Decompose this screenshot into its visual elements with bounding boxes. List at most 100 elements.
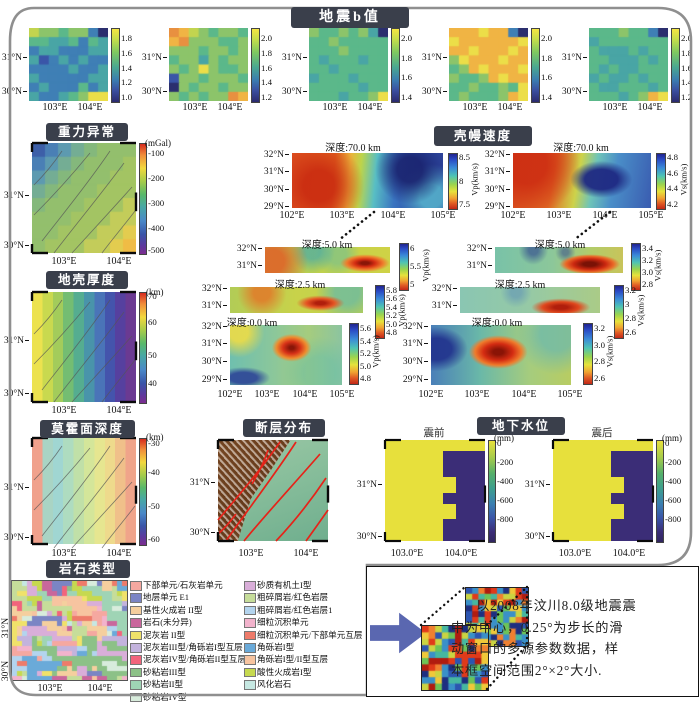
colorbar-tick: 0	[665, 438, 670, 448]
section-title-groundwater: 地下水位	[477, 417, 565, 435]
colorbar-tick: 1.8	[681, 47, 692, 58]
colorbar-tick: 2.0	[541, 33, 552, 43]
legend-swatch	[244, 581, 256, 591]
y-axis-label: 31°N	[224, 261, 262, 271]
legend-swatch	[130, 643, 142, 653]
legend-swatch	[244, 618, 256, 628]
colorbar-tick: 3.4	[642, 243, 653, 253]
panel-label: 震后	[591, 428, 613, 439]
y-axis-label: 31°N	[344, 480, 382, 490]
x-axis-label: 104.0°E	[444, 548, 478, 559]
legend-label: 角砾岩I型	[257, 642, 295, 652]
x-axis-label: 104°E	[511, 389, 537, 400]
section-title-crust-thickness: 地壳厚度	[46, 271, 128, 289]
annotation-line: 以2008年汶川8.0级地震震	[476, 598, 637, 613]
colorbar-tick: -400	[497, 476, 514, 486]
section-title-velocity: 壳幔速度	[434, 126, 532, 146]
y-axis-label: 30°N	[269, 87, 307, 97]
moho-depth-map	[32, 438, 136, 544]
y-axis-label: 30°N	[0, 87, 27, 97]
legend-label: 细粒沉积单元/下部单元互层	[257, 629, 363, 640]
groundwater-notch	[611, 477, 624, 493]
colorbar-tick: 3.0	[594, 339, 605, 350]
colorbar-tick: -500	[148, 245, 165, 255]
colorbar-tick: 3.2	[642, 255, 653, 265]
colorbar-unit: (mGal)	[145, 138, 171, 148]
annotation-line: 中为中心，0.25°为步长的滑	[451, 619, 624, 635]
colorbar-tick: 2.6	[625, 327, 636, 337]
x-axis-label: 105°E	[430, 210, 456, 221]
x-axis-label: 104°E	[87, 683, 113, 694]
depth-label: 深度:2.5 km	[494, 280, 546, 291]
legend-label: 砂质有机土I型	[257, 580, 312, 590]
legend-swatch	[244, 630, 256, 641]
colorbar-tick: 4.6	[667, 167, 678, 178]
y-axis-label: 31°N	[189, 339, 227, 349]
y-axis-label: 30°N	[344, 532, 382, 542]
legend-label: 泥灰岩 II型	[143, 629, 186, 640]
colorbar-unit-label: Vs(km/s)	[604, 335, 615, 368]
colorbar-tick: -600	[665, 495, 682, 505]
y-axis-label: 30°N	[549, 87, 587, 97]
x-axis-label: 105°E	[557, 389, 583, 400]
colorbar-unit-label: Vs(km/s)	[635, 294, 646, 327]
y-axis-label: 31°N	[454, 261, 492, 271]
colorbar-tick: -800	[665, 514, 682, 524]
rock-type-map	[11, 580, 128, 681]
x-axis-label: 103°E	[238, 548, 264, 559]
legend-label: 砂粘岩II型	[143, 679, 184, 690]
legend-swatch	[130, 630, 142, 641]
colorbar	[349, 323, 359, 385]
velocity-heatmap	[431, 325, 571, 385]
y-axis-label: 32°N	[390, 322, 428, 332]
y-axis-label: 32°N	[251, 150, 289, 160]
b-value-heatmap	[29, 28, 108, 101]
annotation-text: 以2008年汶川8.0级地震震 中为中心，0.25°为步长的滑 动窗口的多源参数…	[451, 595, 693, 681]
colorbar-unit-label: Vs(km/s)	[652, 249, 663, 282]
y-axis-label: 32°N	[472, 150, 510, 160]
colorbar-tick: 2.6	[594, 373, 605, 383]
colorbar-tick: 4.8	[667, 152, 678, 162]
x-axis-label: 103°E	[51, 256, 77, 267]
colorbar-tick: 1.4	[261, 77, 272, 88]
y-axis-label: 30°N	[1, 660, 11, 682]
legend-label: 地层单元 E1	[143, 592, 190, 603]
y-axis-label: 30°N	[472, 185, 510, 195]
colorbar-tick: 8	[459, 175, 464, 186]
y-axis-label: 30°N	[409, 87, 447, 97]
colorbar-unit-label: Vp(km/s)	[370, 335, 381, 368]
depth-label: 深度:2.5 km	[274, 280, 326, 291]
colorbar-tick: -800	[497, 514, 514, 524]
colorbar-tick: 3	[625, 299, 630, 309]
y-axis-label: 31°N	[1, 617, 11, 639]
x-axis-label: 104°E	[592, 210, 618, 221]
colorbar-tick: 2.0	[261, 33, 272, 43]
colorbar-unit-label: Vs(km/s)	[678, 163, 689, 196]
y-axis-label: 32°N	[189, 322, 227, 332]
colorbar-tick: 4.2	[667, 199, 678, 209]
x-axis-label: 103°E	[37, 683, 63, 694]
y-axis-label: 29°N	[390, 375, 428, 385]
x-axis-label: 103°E	[51, 405, 77, 416]
x-axis-label: 104°E	[380, 210, 406, 221]
y-axis-label: 31°N	[189, 301, 227, 311]
section-title-gravity: 重力异常	[46, 123, 128, 141]
colorbar	[251, 28, 260, 103]
depth-label: 深度:70.0 km	[325, 143, 381, 154]
legend-label: 基性火成岩 II型	[143, 604, 203, 615]
panel-label: 震前	[423, 428, 445, 439]
y-axis-label: 30°N	[0, 389, 29, 399]
y-axis-label: 31°N	[549, 53, 587, 63]
x-axis-label: 103°E	[329, 210, 355, 221]
y-axis-label: 31°N	[0, 336, 29, 346]
colorbar	[139, 438, 147, 546]
y-axis-label: 30°N	[129, 87, 167, 97]
colorbar-tick: 50	[148, 350, 157, 360]
colorbar-tick: -400	[148, 223, 165, 233]
x-axis-label: 104°E	[217, 102, 243, 113]
b-value-heatmap	[169, 28, 248, 101]
y-axis-label: 31°N	[269, 53, 307, 63]
colorbar-tick: 0	[497, 438, 502, 448]
colorbar-tick: -600	[497, 495, 514, 505]
groundwater-notch	[611, 503, 624, 519]
